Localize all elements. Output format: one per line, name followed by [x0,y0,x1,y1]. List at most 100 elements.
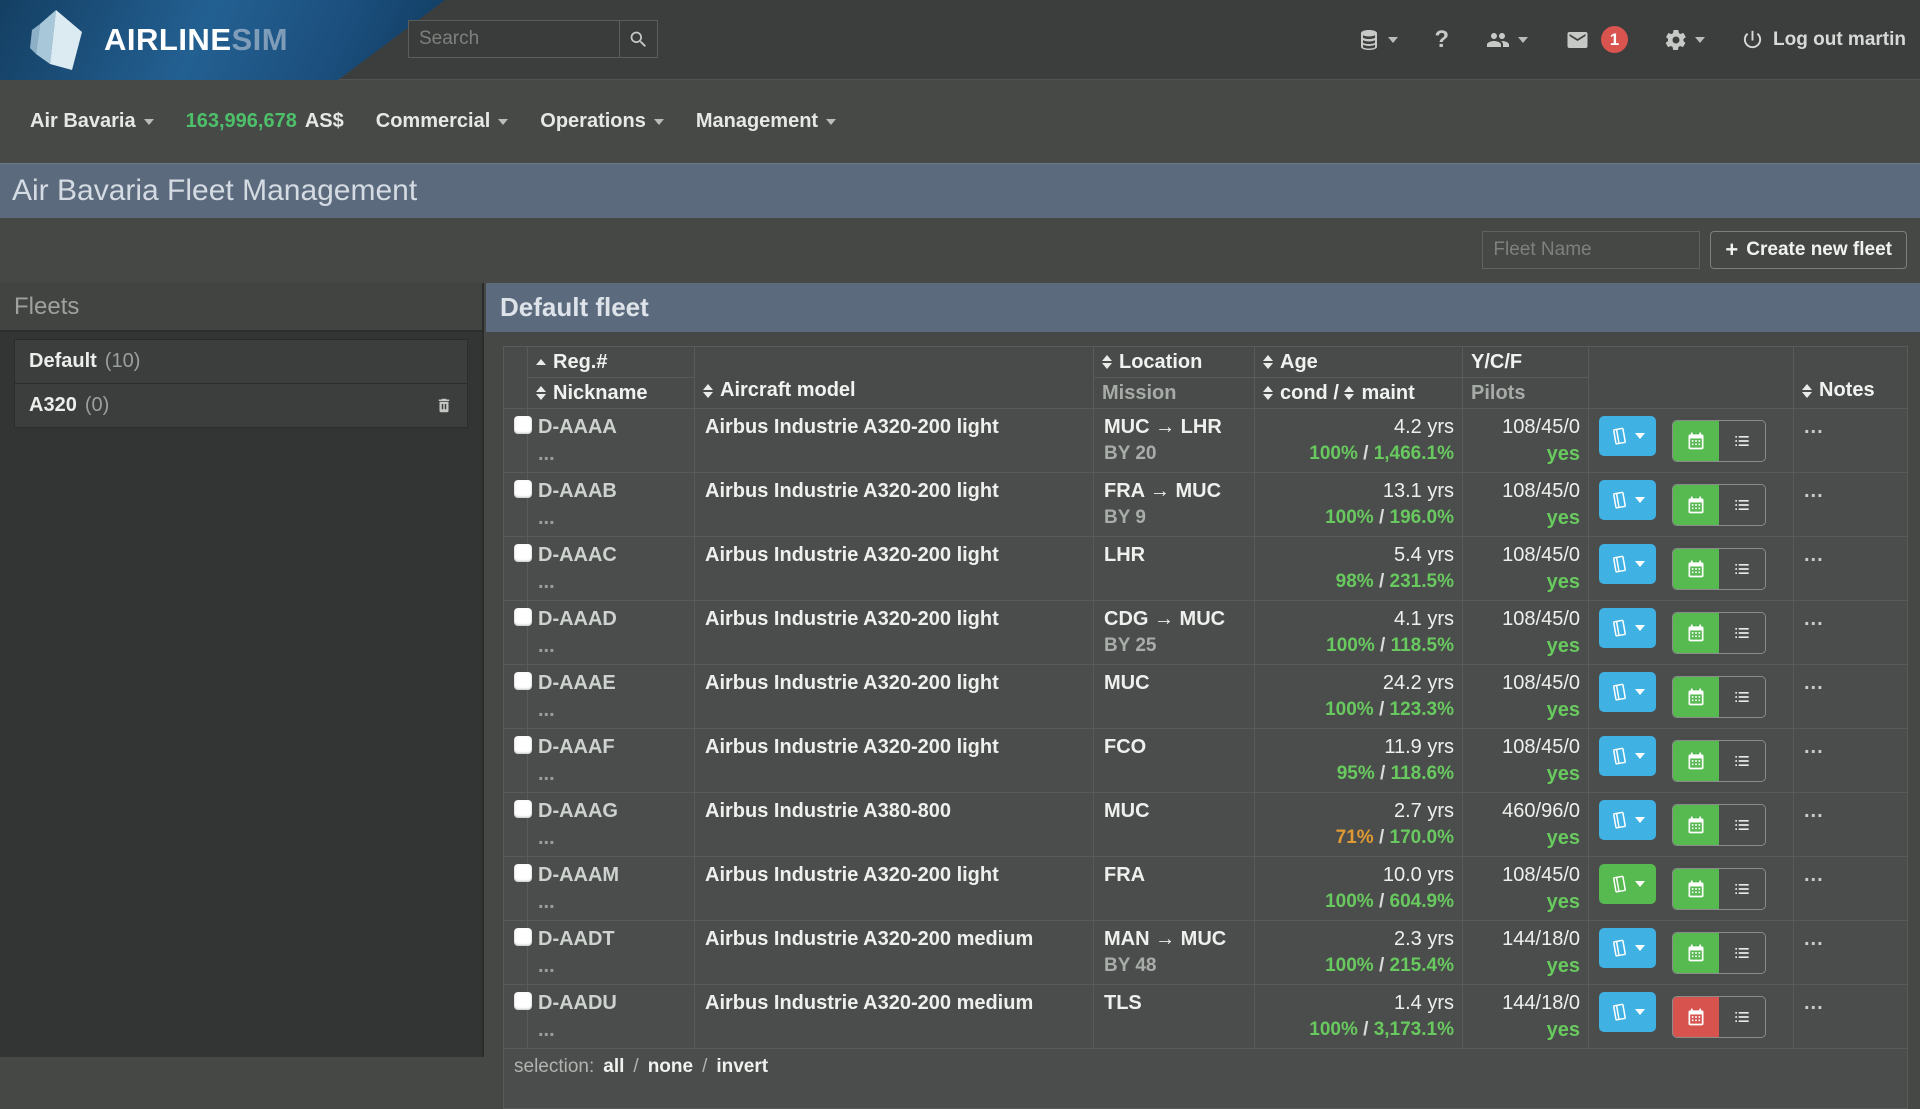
nickname[interactable]: ... [538,955,555,977]
create-fleet-button[interactable]: + Create new fleet [1710,231,1907,269]
registration[interactable]: D-AAAC [538,544,617,566]
nickname[interactable]: ... [538,1019,555,1041]
schedule-button[interactable] [1672,932,1719,973]
database-menu[interactable] [1357,28,1399,52]
flight-log-button[interactable] [1718,676,1765,717]
registration[interactable]: D-AADU [538,992,617,1014]
col-header-age[interactable]: Age [1254,346,1463,378]
row-checkbox[interactable] [514,608,532,626]
nickname[interactable]: ... [538,507,555,529]
schedule-button[interactable] [1672,548,1719,589]
search-input[interactable] [408,20,620,58]
notes[interactable]: ... [1804,416,1824,438]
registration[interactable]: D-AAAD [538,608,617,630]
registration[interactable]: D-AAAA [538,416,617,438]
row-checkbox[interactable] [514,416,532,434]
schedule-button[interactable] [1672,420,1719,461]
notes[interactable]: ... [1804,800,1824,822]
registration[interactable]: D-AADT [538,928,615,950]
help-button[interactable]: ? [1434,25,1450,53]
nickname[interactable]: ... [538,635,555,657]
users-menu[interactable] [1485,28,1529,52]
fleet-list-item[interactable]: A320 (0) [15,384,467,427]
aircraft-details-button[interactable] [1599,480,1656,520]
fleet-list-item[interactable]: Default (10) [15,340,467,384]
messages-button[interactable]: 1 [1564,26,1629,53]
airline-menu[interactable]: Air Bavaria [30,110,154,133]
trash-icon[interactable] [435,396,453,415]
notes[interactable]: ... [1804,672,1824,694]
notes[interactable]: ... [1804,608,1824,630]
col-header-cond-maint[interactable]: cond / maint [1254,377,1463,409]
account-balance[interactable]: 163,996,678 AS$ [186,110,344,133]
schedule-button[interactable] [1672,868,1719,909]
schedule-button[interactable] [1672,804,1719,845]
col-header-location[interactable]: Location [1093,346,1255,378]
col-header-nickname[interactable]: Nickname [527,377,695,409]
notes[interactable]: ... [1804,480,1824,502]
registration[interactable]: D-AAAE [538,672,616,694]
schedule-button[interactable] [1672,484,1719,525]
aircraft-details-button[interactable] [1599,736,1656,776]
flight-log-button[interactable] [1718,484,1765,525]
flight-log-button[interactable] [1718,996,1765,1037]
registration[interactable]: D-AAAF [538,736,615,758]
selection-invert[interactable]: invert [716,1056,769,1077]
settings-menu[interactable] [1664,28,1706,52]
flight-log-button[interactable] [1718,868,1765,909]
row-checkbox[interactable] [514,544,532,562]
nickname[interactable]: ... [538,891,555,913]
fleet-name-input[interactable] [1482,231,1701,269]
row-checkbox[interactable] [514,480,532,498]
logout-button[interactable]: Log out martin [1741,28,1906,51]
registration[interactable]: D-AAAG [538,800,618,822]
flight-log-button[interactable] [1718,612,1765,653]
flight-log-button[interactable] [1718,740,1765,781]
col-header-reg[interactable]: Reg.# [527,346,695,378]
notes[interactable]: ... [1804,928,1824,950]
registration[interactable]: D-AAAM [538,864,620,886]
nickname[interactable]: ... [538,443,555,465]
aircraft-details-button[interactable] [1599,992,1656,1032]
schedule-button[interactable] [1672,740,1719,781]
menu-commercial[interactable]: Commercial [376,110,509,133]
search-button[interactable] [620,20,658,58]
row-checkbox[interactable] [514,800,532,818]
flight-log-button[interactable] [1718,420,1765,461]
menu-management[interactable]: Management [696,110,837,133]
flight-log-button[interactable] [1718,932,1765,973]
nickname[interactable]: ... [538,699,555,721]
aircraft-details-button[interactable] [1599,608,1656,648]
schedule-button[interactable] [1672,996,1719,1037]
notes[interactable]: ... [1804,544,1824,566]
registration[interactable]: D-AAAB [538,480,617,502]
notes[interactable]: ... [1804,864,1824,886]
aircraft-details-button[interactable] [1599,928,1656,968]
row-checkbox[interactable] [514,672,532,690]
flight-log-button[interactable] [1718,548,1765,589]
notes[interactable]: ... [1804,992,1824,1014]
aircraft-details-button[interactable] [1599,544,1656,584]
aircraft-details-button[interactable] [1599,864,1656,904]
schedule-button[interactable] [1672,676,1719,717]
select-column-header [503,346,528,409]
notes[interactable]: ... [1804,736,1824,758]
aircraft-details-button[interactable] [1599,416,1656,456]
nickname[interactable]: ... [538,827,555,849]
menu-operations[interactable]: Operations [540,110,664,133]
nickname[interactable]: ... [538,571,555,593]
row-checkbox[interactable] [514,736,532,754]
aircraft-details-button[interactable] [1599,672,1656,712]
row-checkbox[interactable] [514,864,532,882]
row-checkbox[interactable] [514,992,532,1010]
col-header-notes[interactable]: Notes [1793,346,1908,409]
schedule-button[interactable] [1672,612,1719,653]
selection-none[interactable]: none [647,1056,694,1077]
nickname[interactable]: ... [538,763,555,785]
flight-log-button[interactable] [1718,804,1765,845]
row-checkbox[interactable] [514,928,532,946]
brand-logo[interactable]: AIRLINESIM [0,0,445,80]
aircraft-details-button[interactable] [1599,800,1656,840]
selection-all[interactable]: all [603,1056,625,1077]
col-header-aircraft-model[interactable]: Aircraft model [694,346,1094,409]
